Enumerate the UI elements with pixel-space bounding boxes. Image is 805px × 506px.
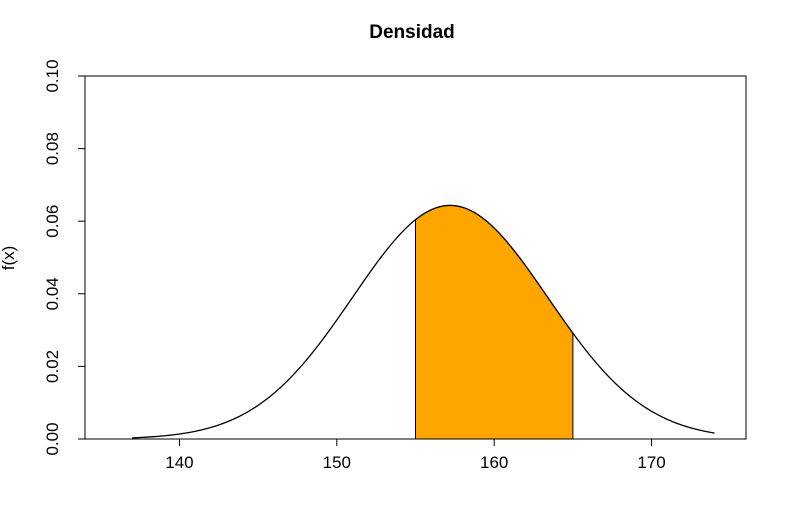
y-tick-label: 0.10 [43, 59, 62, 92]
y-tick-label: 0.02 [43, 350, 62, 383]
shaded-area [415, 204, 574, 440]
x-axis: 140 150 160 170 [165, 439, 666, 472]
x-tick-label: 140 [165, 453, 193, 472]
chart-title: Densidad [369, 22, 455, 43]
y-tick-label: 0.00 [43, 422, 62, 455]
y-tick-label: 0.04 [43, 277, 62, 310]
x-tick-label: 160 [480, 453, 508, 472]
x-tick-label: 150 [323, 453, 351, 472]
density-curve [132, 204, 715, 439]
plot-area [84, 75, 747, 440]
y-axis: 0.00 0.02 0.04 0.06 0.08 0.10 [43, 59, 85, 456]
y-tick-label: 0.08 [43, 132, 62, 165]
y-tick-label: 0.06 [43, 205, 62, 238]
plot-frame [84, 75, 747, 440]
y-axis-label: f(x) [0, 246, 18, 271]
x-tick-label: 170 [637, 453, 665, 472]
